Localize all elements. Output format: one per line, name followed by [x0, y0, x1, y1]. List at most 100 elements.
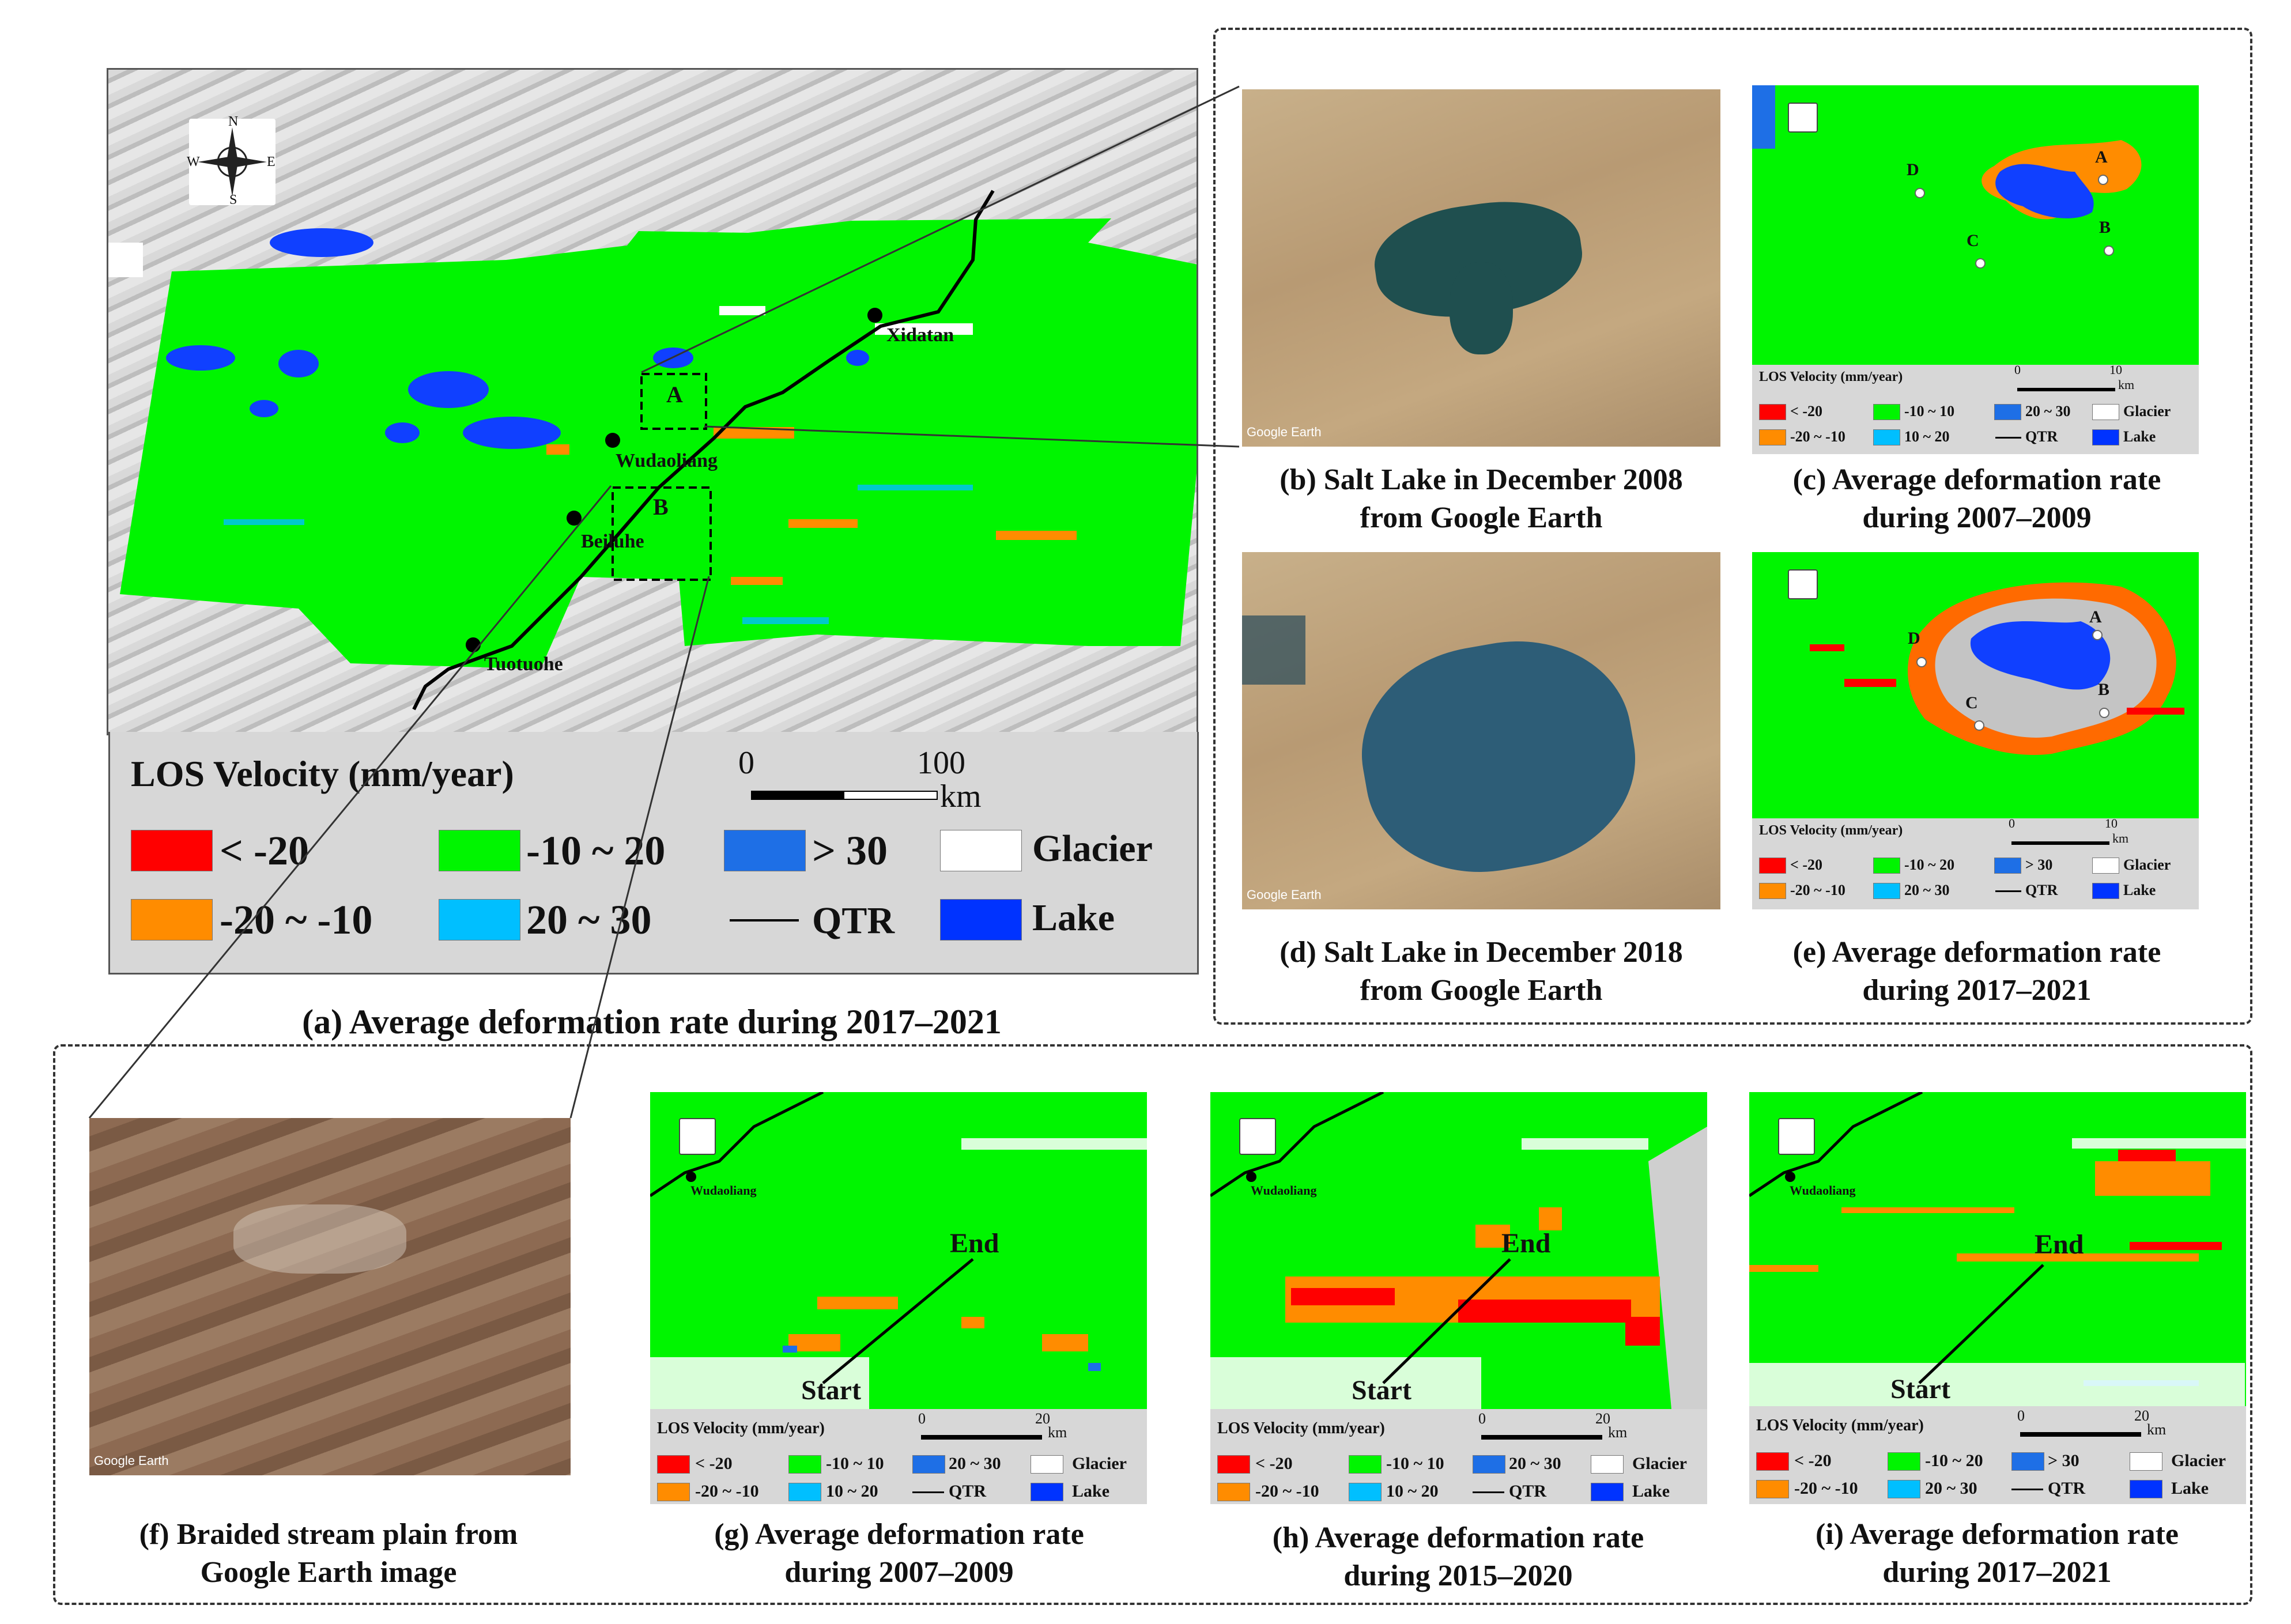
point-a: [2092, 630, 2103, 640]
legend-label-qtr: QTR: [812, 900, 895, 942]
town-label: Wudaoliang: [1790, 1183, 1856, 1198]
town-dot: [1785, 1172, 1795, 1182]
panel-g-caption-2: during 2007–2009: [784, 1556, 1014, 1589]
panel-b-satellite: Google Earth: [1242, 89, 1720, 447]
legend-label-20-30: 20 ~ 30: [526, 897, 652, 943]
town-dot-wudaoliang: [605, 433, 620, 448]
group-frame-bottom: [53, 1044, 2252, 1605]
profile-start-label: Start: [801, 1375, 861, 1406]
panel-d-caption-1: (d) Salt Lake in December 2018: [1280, 936, 1683, 969]
point-c: [1974, 720, 1984, 731]
panel-i-caption-1: (i) Average deformation rate: [1815, 1518, 2179, 1551]
point-b-label: B: [2098, 680, 2110, 699]
panel-i-caption-2: during 2017–2021: [1882, 1556, 2112, 1589]
lake-deformation: [1981, 140, 2142, 220]
town-dot: [1246, 1172, 1256, 1182]
compass-icon: [679, 1118, 716, 1155]
box-label-b: B: [653, 494, 669, 520]
scale-bar-light: [843, 791, 938, 800]
compass-e-label: E: [267, 154, 275, 169]
point-a-label: A: [2095, 148, 2108, 167]
watermark: Google Earth: [94, 1453, 169, 1468]
scale-bar: [751, 791, 843, 800]
panel-a-caption: (a) Average deformation rate during 2017…: [302, 1003, 1002, 1041]
legend-swatch-lake: [940, 899, 1022, 941]
salt-lake-2018: [1345, 622, 1652, 891]
panel-i-map: Wudaoliang End Start: [1749, 1092, 2246, 1406]
deformation-overlay: [1210, 1092, 1707, 1409]
panel-f-caption-1: (f) Braided stream plain from: [139, 1518, 518, 1551]
legend-label-m10-20: -10 ~ 20: [526, 828, 666, 874]
legend-swatch-white: [940, 830, 1022, 871]
profile-start-label: Start: [1890, 1374, 1950, 1404]
panel-e-caption-1: (e) Average deformation rate: [1792, 936, 2161, 969]
panel-g-caption-1: (g) Average deformation rate: [714, 1518, 1084, 1551]
compass-icon: [1788, 103, 1818, 133]
panel-g-legend: LOS Velocity (mm/year) 0 20 km < -20 -10…: [650, 1409, 1147, 1504]
legend-qtr-line: [730, 919, 799, 921]
town-label-xidatan: Xidatan: [886, 324, 954, 346]
point-d: [1916, 657, 1927, 667]
compass-s-label: S: [229, 192, 237, 207]
point-c-label: C: [1967, 231, 1979, 250]
compass-icon: [1788, 569, 1818, 599]
compass-w-label: W: [187, 154, 200, 169]
profile-start-label: Start: [1352, 1375, 1411, 1406]
legend-label-lt-20: < -20: [220, 828, 310, 874]
town-dot-tuotuohe: [466, 637, 481, 652]
legend-label-m20-m10: -20 ~ -10: [220, 897, 373, 943]
panel-h-legend: LOS Velocity (mm/year) 0 20 km < -20 -10…: [1210, 1409, 1707, 1504]
profile-end-label: End: [2035, 1229, 2084, 1260]
panel-f-satellite: Google Earth: [89, 1118, 571, 1475]
legend-swatch-orange: [131, 899, 213, 941]
panel-d-satellite: Google Earth: [1242, 552, 1720, 909]
lake-deformation: [1810, 582, 2184, 755]
legend-title: LOS Velocity (mm/year): [131, 753, 514, 794]
point-d-label: D: [1908, 629, 1920, 648]
panel-c-legend: LOS Velocity (mm/year) 0 10 km < -20 -10…: [1752, 362, 2199, 454]
point-b-label: B: [2099, 218, 2111, 237]
legend-swatch-cyan: [439, 899, 520, 941]
panel-a-legend: LOS Velocity (mm/year) 0 100 km < -20 -2…: [108, 732, 1199, 975]
point-a-label: A: [2089, 607, 2102, 626]
point-d-label: D: [1907, 160, 1919, 179]
panel-b-caption-1: (b) Salt Lake in December 2008: [1280, 463, 1683, 496]
panel-i-legend: LOS Velocity (mm/year) 0 20 km < -20 -10…: [1749, 1406, 2246, 1504]
scale-end: 100: [917, 745, 965, 781]
panel-c-caption-2: during 2007–2009: [1862, 501, 2092, 534]
point-d: [1915, 188, 1925, 198]
scale-unit: km: [940, 779, 982, 814]
scale-start: 0: [738, 745, 754, 781]
compass-icon: [1778, 1118, 1815, 1155]
panel-e-map: A B C D: [1752, 552, 2199, 818]
town-dot: [686, 1172, 696, 1182]
point-c: [1975, 258, 1986, 269]
compass-rose-icon: N S E W: [187, 114, 275, 207]
profile-end-label: End: [950, 1228, 999, 1259]
legend-label-glacier: Glacier: [1032, 828, 1153, 870]
panel-f-caption-2: Google Earth image: [200, 1556, 457, 1589]
panel-c-map: A B C D: [1752, 85, 2199, 365]
panel-b-caption-2: from Google Earth: [1360, 501, 1603, 534]
panel-h-map: Wudaoliang End Start: [1210, 1092, 1707, 1409]
point-a: [2098, 175, 2108, 185]
legend-swatch-red: [131, 830, 213, 871]
town-dot-beiluhe: [567, 511, 582, 526]
point-b: [2104, 246, 2114, 256]
compass-n-label: N: [228, 114, 239, 129]
town-label-tuotuohe: Tuotuohe: [484, 654, 563, 675]
panel-e-legend: LOS Velocity (mm/year) 0 10 km < -20 -10…: [1752, 816, 2199, 909]
deformation-overlay: [1749, 1092, 2246, 1406]
point-c-label: C: [1965, 693, 1978, 712]
legend-swatch-green: [439, 830, 520, 871]
legend-label-gt-30: > 30: [812, 828, 888, 874]
profile-end-label: End: [1501, 1228, 1551, 1259]
town-label: Wudaoliang: [690, 1183, 757, 1198]
box-label-a: A: [666, 382, 683, 407]
legend-label-lake: Lake: [1032, 897, 1115, 939]
town-label-wudaoliang: Wudaoliang: [616, 450, 718, 471]
panel-c-caption-1: (c) Average deformation rate: [1792, 463, 2161, 496]
panel-h-caption-1: (h) Average deformation rate: [1272, 1521, 1644, 1554]
town-label: Wudaoliang: [1251, 1183, 1317, 1198]
point-b: [2099, 708, 2109, 718]
